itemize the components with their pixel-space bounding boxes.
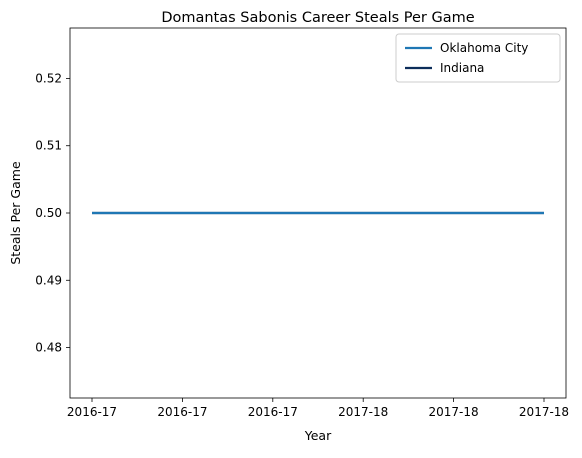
- legend-label-0: Oklahoma City: [440, 41, 528, 55]
- legend-frame: [395, 33, 561, 83]
- x-tick-label: 2016-17: [67, 405, 117, 419]
- y-tick-label: 0.49: [35, 273, 62, 287]
- y-tick-label: 0.51: [35, 139, 62, 153]
- x-tick-label: 2017-18: [338, 405, 388, 419]
- legend-label-1: Indiana: [440, 61, 484, 75]
- x-axis-label: Year: [304, 428, 332, 443]
- chart-title: Domantas Sabonis Career Steals Per Game: [161, 10, 474, 26]
- legend: Oklahoma City Indiana: [395, 33, 561, 83]
- x-tick-label: 2016-17: [157, 405, 207, 419]
- x-tick-label: 2016-17: [248, 405, 298, 419]
- y-tick-label: 0.50: [35, 206, 62, 220]
- y-tick-label: 0.48: [35, 341, 62, 355]
- y-axis-label: Steals Per Game: [8, 161, 23, 265]
- x-axis-ticks: 2016-17 2016-17 2016-17 2017-18 2017-18 2017-…: [67, 398, 569, 419]
- y-tick-label: 0.52: [35, 71, 62, 85]
- x-tick-label: 2017-18: [519, 405, 569, 419]
- x-tick-label: 2017-18: [429, 405, 479, 419]
- y-axis-ticks: 0.48 0.49 0.50 0.51 0.52: [35, 71, 70, 355]
